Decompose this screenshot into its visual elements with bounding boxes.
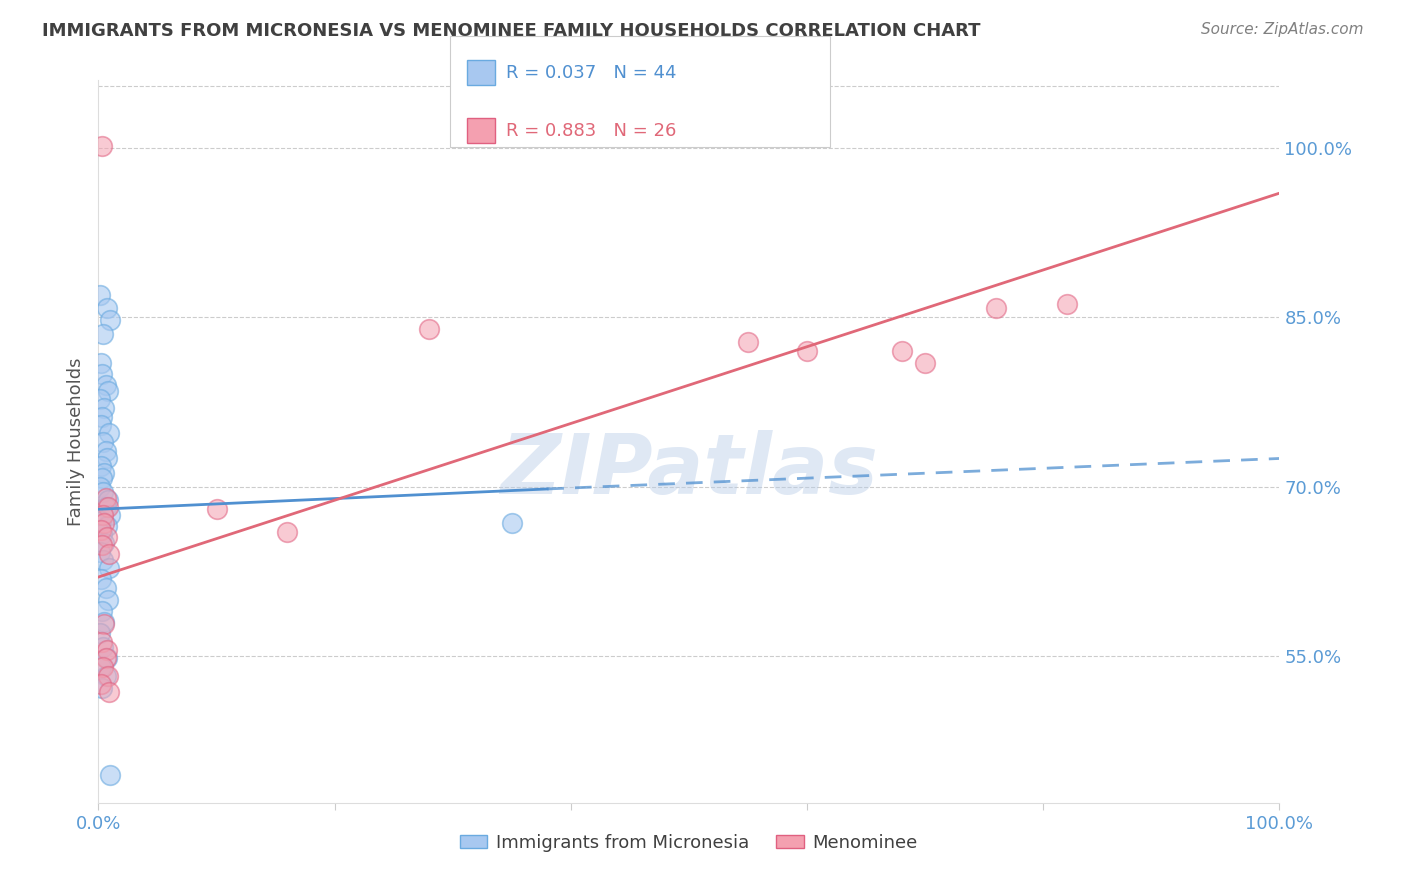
Point xyxy=(94,500,117,514)
Point xyxy=(90,677,112,691)
Point xyxy=(91,553,114,567)
Point xyxy=(984,301,1007,316)
Point xyxy=(737,335,759,350)
Point xyxy=(89,545,111,559)
Point xyxy=(94,443,117,458)
Point xyxy=(94,491,117,505)
Point xyxy=(89,392,111,406)
Point xyxy=(1056,297,1078,311)
Point xyxy=(97,384,120,398)
Point xyxy=(97,500,120,514)
Point xyxy=(91,660,114,674)
Point xyxy=(91,471,114,485)
Point xyxy=(96,301,118,316)
Legend: Immigrants from Micronesia, Menominee: Immigrants from Micronesia, Menominee xyxy=(453,826,925,859)
Point xyxy=(91,138,114,153)
Text: IMMIGRANTS FROM MICRONESIA VS MENOMINEE FAMILY HOUSEHOLDS CORRELATION CHART: IMMIGRANTS FROM MICRONESIA VS MENOMINEE … xyxy=(42,22,980,40)
Point xyxy=(91,508,114,522)
Point xyxy=(97,493,120,508)
Point xyxy=(418,321,440,335)
Point xyxy=(93,516,115,530)
Point xyxy=(890,344,912,359)
Point xyxy=(97,669,120,683)
Point xyxy=(89,626,111,640)
Point xyxy=(91,527,114,541)
Point xyxy=(94,582,117,596)
Point xyxy=(91,485,114,500)
Point xyxy=(276,524,298,539)
Point xyxy=(96,651,118,665)
Point xyxy=(91,538,114,552)
Point xyxy=(98,767,121,781)
Point xyxy=(91,327,114,342)
Point xyxy=(98,508,121,522)
Point xyxy=(89,480,111,494)
Point xyxy=(98,425,121,440)
Point xyxy=(91,434,114,449)
Point xyxy=(97,592,120,607)
Point xyxy=(90,572,112,586)
Point xyxy=(93,466,115,480)
Point xyxy=(93,615,115,630)
Point xyxy=(90,523,112,537)
Point xyxy=(98,312,121,326)
Point xyxy=(91,640,114,654)
Point xyxy=(90,459,112,474)
Text: R = 0.883   N = 26: R = 0.883 N = 26 xyxy=(506,122,676,140)
Point xyxy=(205,502,228,516)
Point xyxy=(93,617,115,632)
Text: ZIPatlas: ZIPatlas xyxy=(501,430,877,511)
Point xyxy=(98,685,121,699)
Point xyxy=(90,660,112,674)
Point xyxy=(94,669,117,683)
Y-axis label: Family Households: Family Households xyxy=(66,358,84,525)
Point xyxy=(96,643,118,657)
Point xyxy=(90,514,112,528)
Point xyxy=(94,378,117,392)
Point xyxy=(96,451,118,466)
Point xyxy=(91,635,114,649)
Point xyxy=(98,548,121,562)
Point xyxy=(91,409,114,424)
Point xyxy=(91,604,114,618)
Point xyxy=(94,651,117,665)
Text: Source: ZipAtlas.com: Source: ZipAtlas.com xyxy=(1201,22,1364,37)
Point xyxy=(91,681,114,695)
Text: R = 0.037   N = 44: R = 0.037 N = 44 xyxy=(506,64,676,82)
Point xyxy=(96,531,118,545)
Point xyxy=(93,401,115,415)
Point xyxy=(93,536,115,550)
Point xyxy=(91,367,114,381)
Point xyxy=(90,417,112,432)
Point xyxy=(98,561,121,575)
Point xyxy=(796,344,818,359)
Point xyxy=(914,355,936,369)
Point xyxy=(89,287,111,301)
Point xyxy=(90,355,112,369)
Point xyxy=(501,516,523,530)
Point xyxy=(96,519,118,533)
